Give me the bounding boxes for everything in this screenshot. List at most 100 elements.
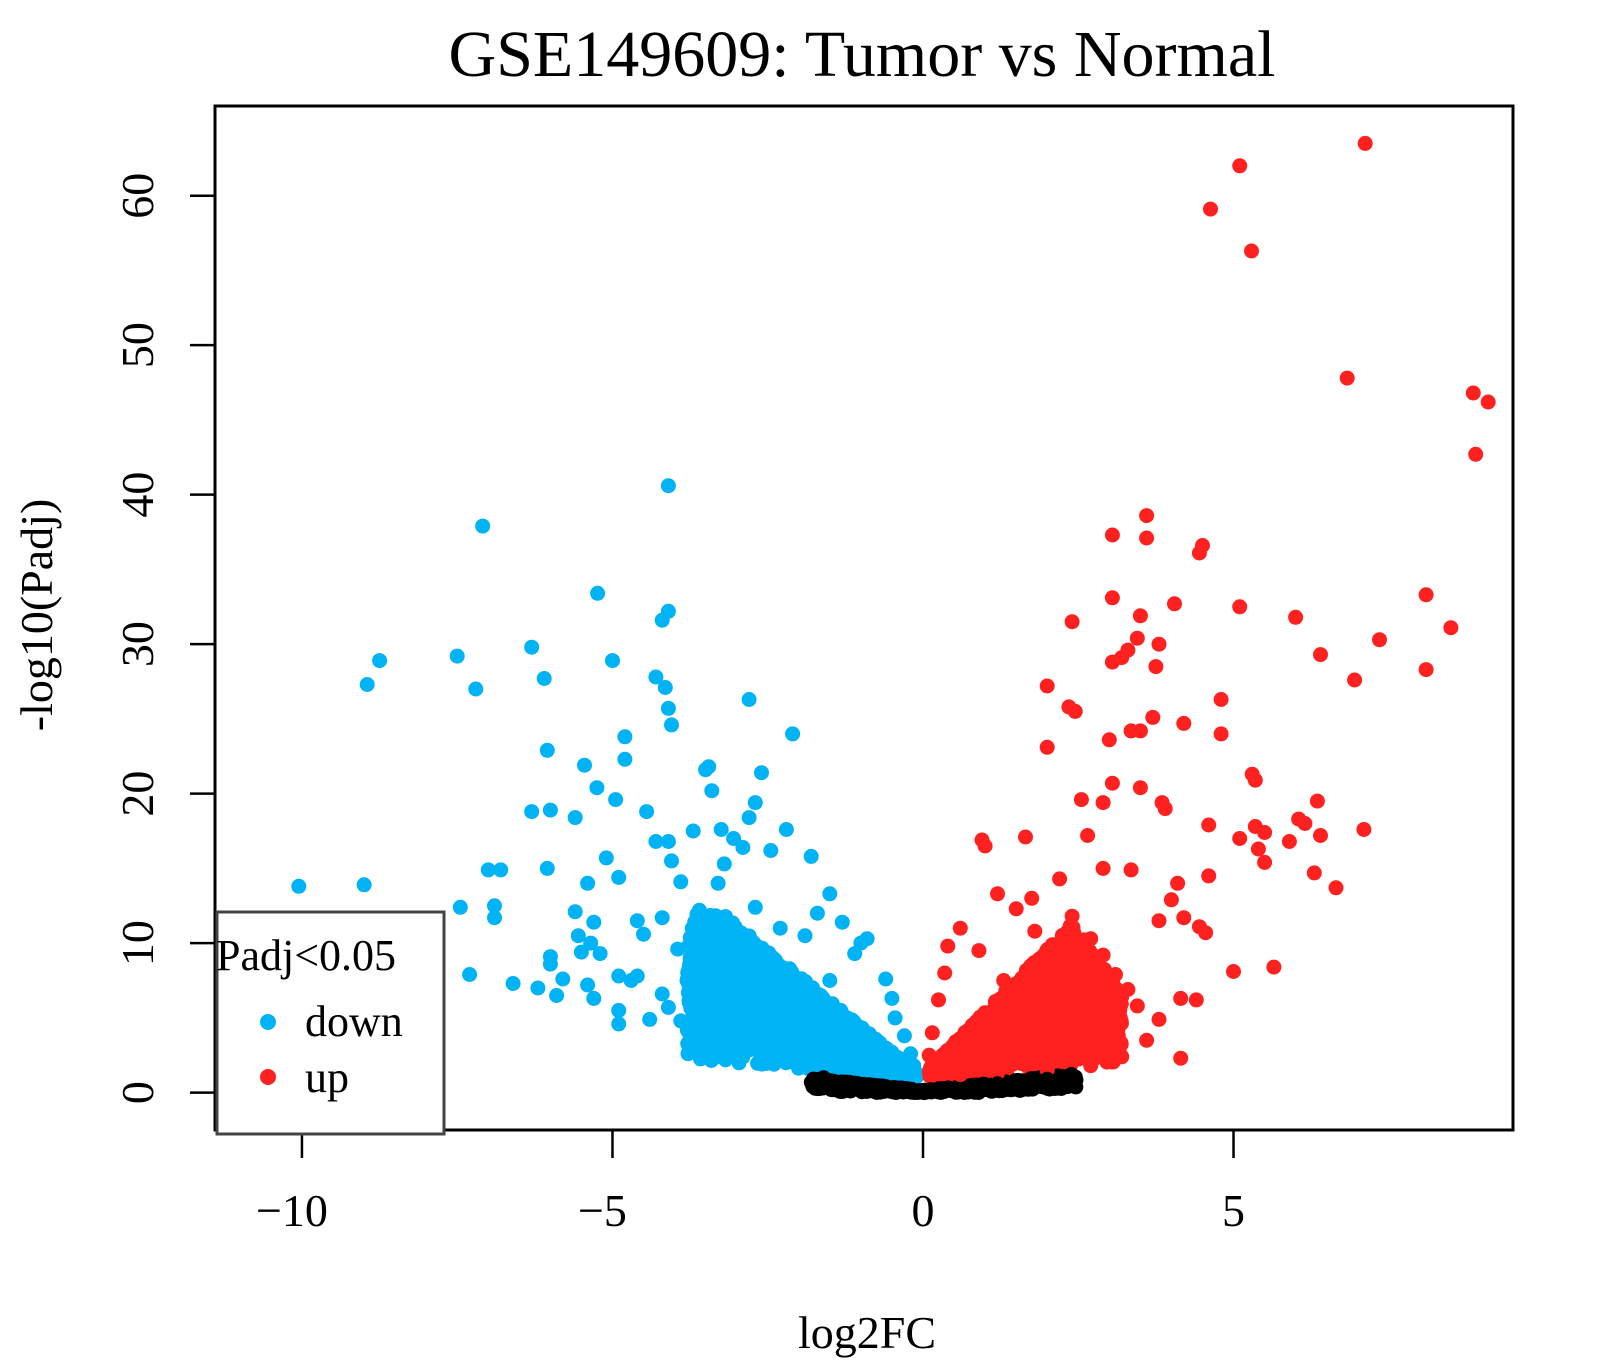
down-point	[834, 914, 850, 930]
up-point	[1226, 964, 1241, 979]
up-point	[1198, 925, 1214, 941]
up-point	[1039, 953, 1055, 969]
down-point	[785, 726, 801, 742]
down-point	[903, 1046, 919, 1062]
down-point	[372, 653, 388, 669]
legend: Padj<0.05 down up	[215, 910, 446, 1136]
up-point	[1132, 723, 1148, 739]
down-point	[660, 478, 676, 494]
up-point	[1052, 995, 1068, 1011]
ns-point	[865, 1077, 881, 1093]
down-point	[772, 920, 788, 936]
up-point	[1095, 947, 1111, 963]
x-tick-label: 0	[912, 1185, 935, 1236]
up-point	[1170, 875, 1186, 891]
up-point	[931, 992, 946, 1008]
down-point	[691, 1031, 707, 1047]
up-point	[1027, 923, 1043, 939]
up-point	[1014, 1017, 1030, 1033]
down-point	[680, 1036, 696, 1052]
down-point	[722, 1046, 738, 1062]
down-point	[452, 899, 468, 915]
up-point	[1188, 992, 1204, 1008]
down-point	[858, 1032, 874, 1048]
down-point	[648, 669, 664, 685]
up-point	[977, 838, 993, 854]
down-point	[707, 922, 722, 938]
down-point	[859, 1058, 874, 1074]
chart-title: GSE149609: Tumor vs Normal	[449, 18, 1276, 91]
up-point	[1372, 632, 1387, 648]
down-point	[734, 973, 750, 989]
up-point	[1176, 910, 1192, 926]
down-point	[716, 983, 732, 999]
up-point	[1123, 862, 1139, 878]
down-point	[654, 612, 670, 628]
up-point	[1465, 385, 1481, 401]
ns-point	[965, 1077, 981, 1093]
up-point	[1024, 890, 1040, 906]
up-point	[1418, 587, 1434, 603]
down-point	[778, 822, 794, 837]
down-point	[694, 1049, 710, 1064]
down-point	[480, 862, 496, 878]
up-point	[1071, 974, 1086, 990]
down-point	[698, 762, 714, 778]
up-point	[1008, 901, 1024, 917]
down-point	[598, 850, 614, 866]
down-point	[664, 853, 679, 869]
down-point	[763, 969, 779, 984]
up-point	[1244, 243, 1259, 259]
down-point	[827, 1058, 843, 1074]
down-point	[487, 910, 502, 926]
legend-box	[215, 910, 446, 1136]
down-point	[687, 1003, 703, 1019]
up-point	[1151, 1011, 1167, 1027]
up-point	[1418, 662, 1434, 678]
down-point	[822, 886, 838, 902]
down-point	[884, 990, 900, 1006]
y-tick-label: 20	[112, 771, 163, 817]
down-point	[777, 961, 793, 977]
up-point	[1201, 817, 1217, 833]
up-point	[1356, 822, 1372, 837]
down-point	[779, 1042, 795, 1057]
up-point	[1129, 998, 1145, 1014]
up-point	[1080, 828, 1096, 843]
up-point	[1029, 999, 1045, 1015]
up-point	[1104, 775, 1120, 791]
down-point	[660, 999, 676, 1015]
down-point	[737, 989, 753, 1005]
up-point	[1039, 678, 1055, 694]
up-point	[1443, 620, 1459, 636]
ns-point	[803, 1074, 819, 1090]
down-point	[623, 973, 639, 988]
down-point	[611, 869, 627, 885]
up-point	[973, 1061, 989, 1077]
down-point	[725, 915, 741, 931]
down-point	[524, 804, 540, 820]
down-point	[717, 936, 733, 952]
up-point	[1054, 937, 1070, 953]
up-point	[1054, 1034, 1070, 1049]
up-point	[1075, 1000, 1091, 1016]
down-point	[611, 1016, 627, 1032]
down-point	[356, 877, 372, 893]
up-point	[1306, 865, 1322, 881]
down-point	[583, 935, 599, 951]
y-tick-label: 50	[112, 322, 163, 368]
down-point	[771, 989, 787, 1005]
up-point	[1151, 636, 1167, 652]
down-point	[359, 677, 375, 692]
legend-marker-down	[260, 1014, 276, 1030]
down-point	[716, 856, 732, 872]
up-point	[1064, 908, 1080, 924]
down-point	[657, 680, 673, 695]
down-point	[493, 862, 509, 878]
up-point	[1163, 892, 1179, 908]
up-point	[1013, 974, 1029, 990]
up-point	[1065, 919, 1081, 935]
down-point	[747, 795, 763, 811]
down-point	[896, 1028, 912, 1044]
up-point	[1005, 1002, 1021, 1018]
